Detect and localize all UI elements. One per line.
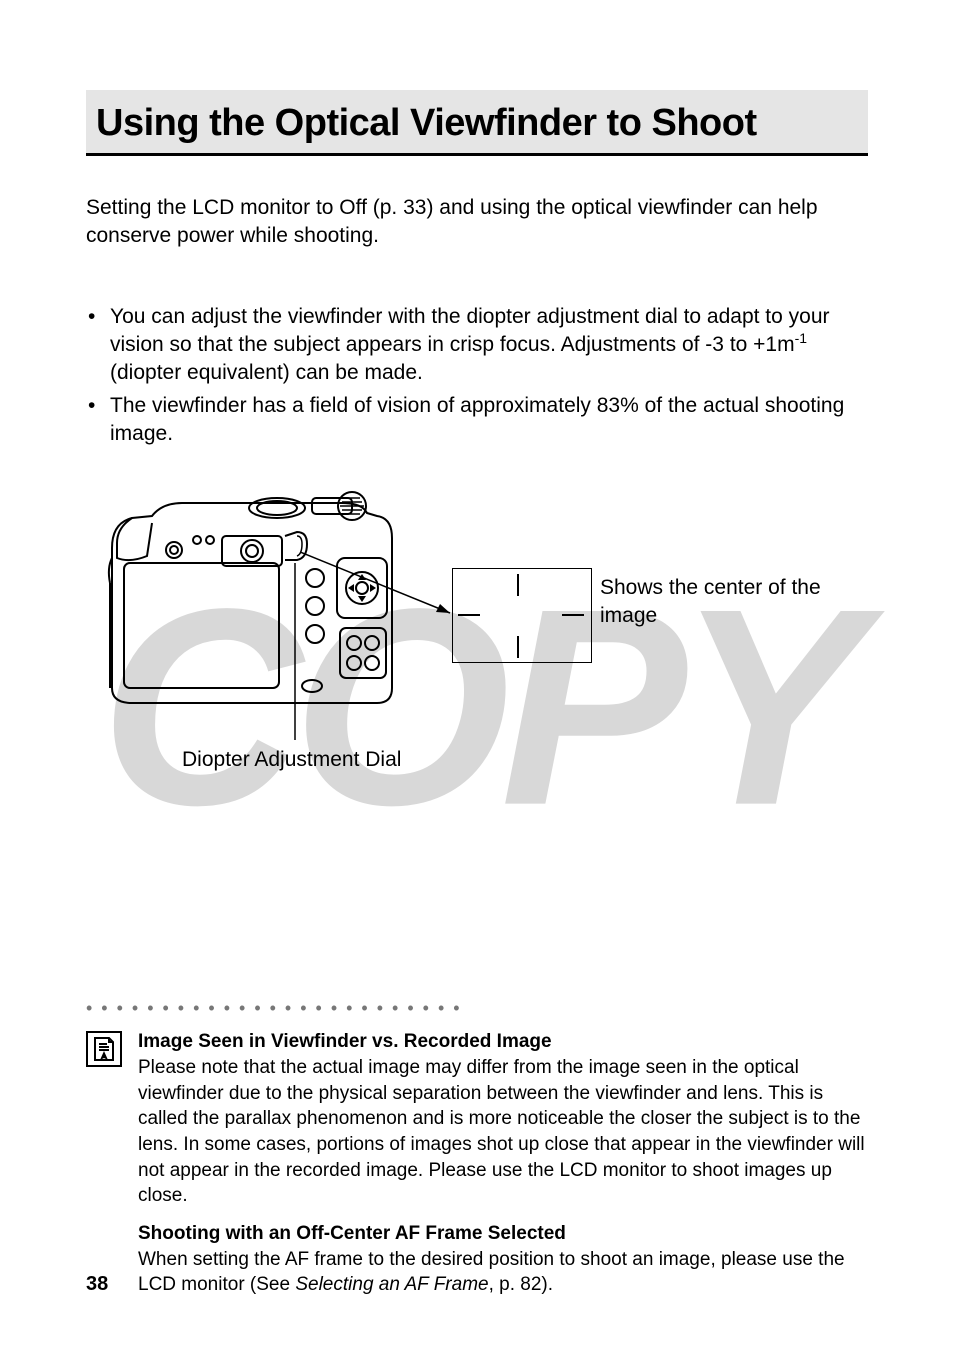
crosshair-mark [562, 614, 584, 616]
note-paragraph-2: When setting the AF frame to the desired… [138, 1247, 868, 1298]
note-heading-1: Image Seen in Viewfinder vs. Recorded Im… [138, 1029, 868, 1055]
center-image-label: Shows the center of the image [600, 574, 868, 629]
arrow-to-frame [300, 538, 460, 618]
title-bar: Using the Optical Viewfinder to Shoot [86, 90, 868, 156]
bullet-list: You can adjust the viewfinder with the d… [86, 303, 868, 449]
bullet-item: The viewfinder has a field of vision of … [86, 392, 868, 449]
superscript: -1 [795, 330, 807, 346]
bullet-text-post: (diopter equivalent) can be made. [110, 361, 423, 384]
bullet-text-pre: You can adjust the viewfinder with the d… [110, 305, 830, 356]
note-text-post: , p. 82). [489, 1274, 553, 1295]
note-text-italic: Selecting an AF Frame [295, 1274, 488, 1295]
note-icon [86, 1031, 122, 1067]
note-heading-2: Shooting with an Off-Center AF Frame Sel… [138, 1221, 868, 1247]
crosshair-mark [517, 636, 519, 658]
intro-paragraph: Setting the LCD monitor to Off (p. 33) a… [86, 194, 868, 251]
crosshair-mark [458, 614, 480, 616]
viewfinder-frame [452, 568, 592, 663]
crosshair-mark [517, 574, 519, 596]
camera-diagram: Shows the center of the image Diopter Ad… [102, 488, 868, 818]
page-content: Using the Optical Viewfinder to Shoot Se… [86, 90, 868, 1298]
dotted-separator: ••••••••••••••••••••••••• [86, 998, 868, 1019]
camera-illustration [102, 488, 422, 748]
diopter-dial-label: Diopter Adjustment Dial [182, 748, 401, 772]
page-title: Using the Optical Viewfinder to Shoot [96, 102, 858, 145]
bullet-item: You can adjust the viewfinder with the d… [86, 303, 868, 388]
note-paragraph-1: Please note that the actual image may di… [138, 1055, 868, 1209]
note-text: Image Seen in Viewfinder vs. Recorded Im… [138, 1029, 868, 1297]
note-block: Image Seen in Viewfinder vs. Recorded Im… [86, 1029, 868, 1297]
bullet-text-pre: The viewfinder has a field of vision of … [110, 394, 844, 445]
